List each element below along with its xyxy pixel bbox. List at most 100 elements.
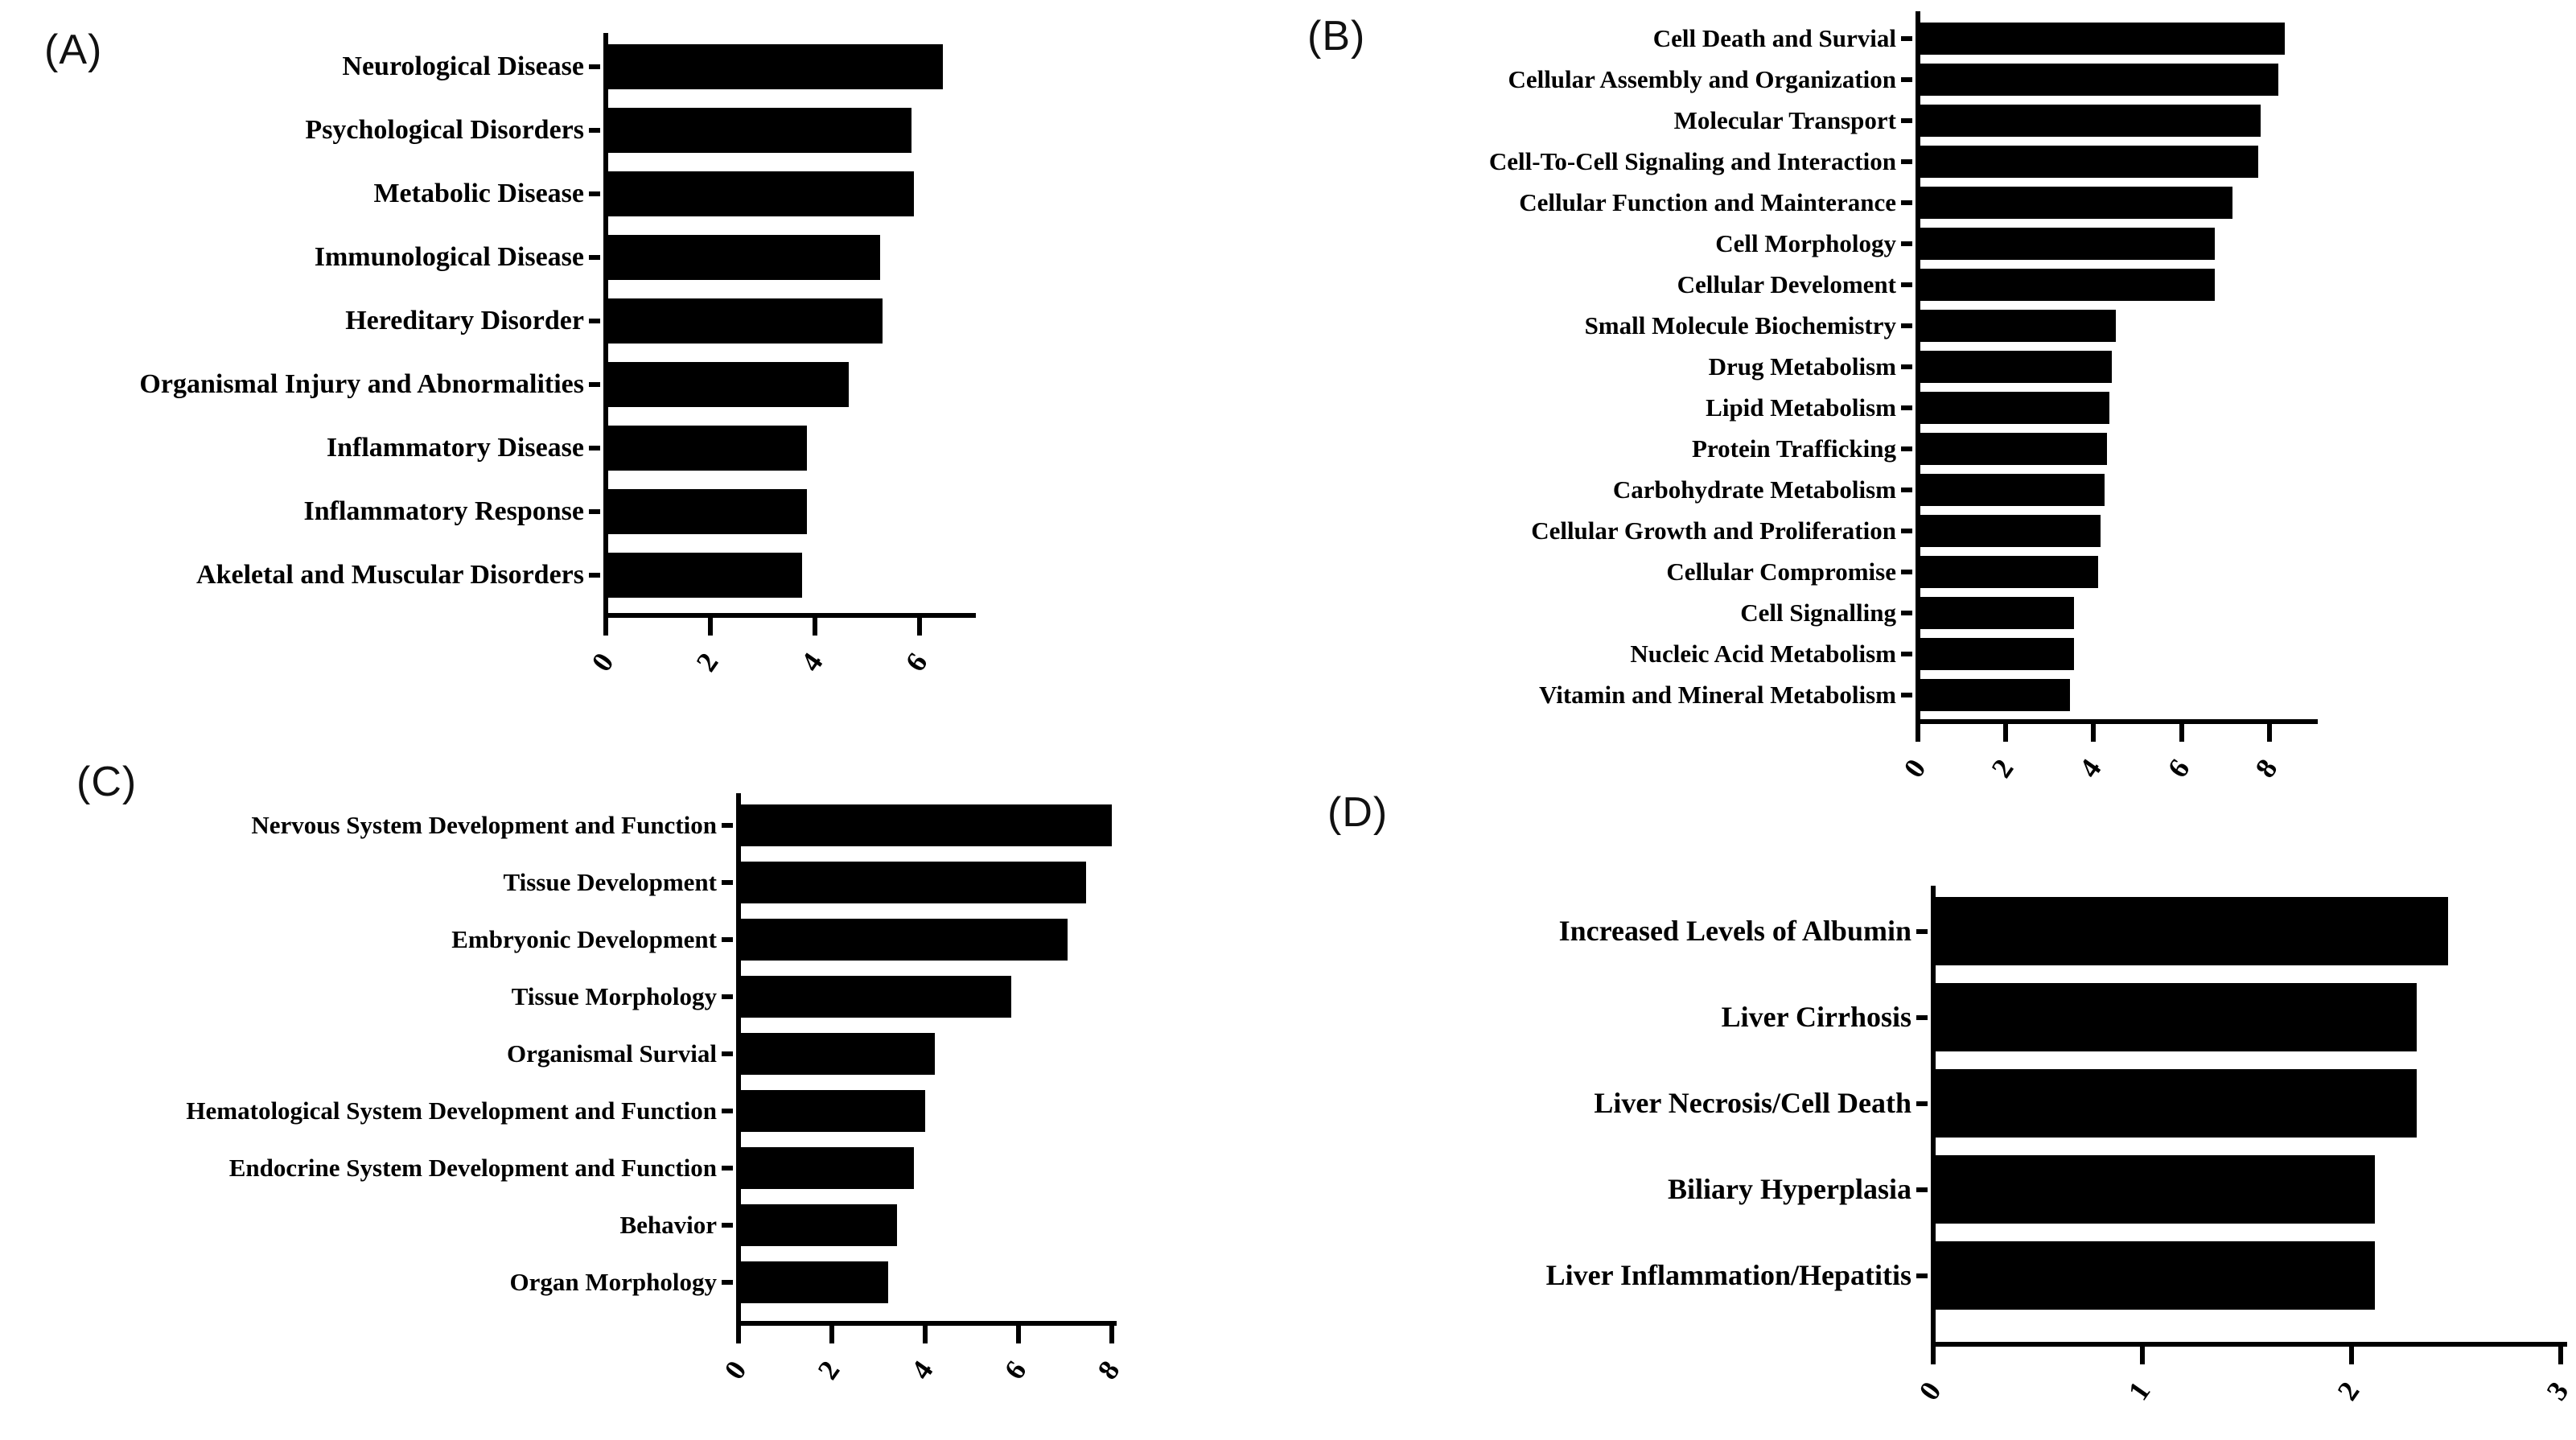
- panel-b: (B) Cell Death and Survial Cellular Assem…: [1287, 8, 2576, 804]
- x-tick: [1916, 724, 1920, 742]
- bar: [741, 1090, 925, 1132]
- category-tick: [589, 128, 600, 133]
- x-axis: [736, 1321, 1117, 1326]
- bar: [608, 171, 914, 216]
- x-tick-label: 6: [899, 647, 934, 677]
- bar: [1936, 897, 2448, 965]
- bar: [608, 108, 911, 153]
- panel-c: (C) Nervous System Development and Funct…: [32, 748, 1175, 1436]
- category-label: Nervous System Development and Function: [251, 811, 717, 840]
- x-tick: [2558, 1347, 2563, 1364]
- bar: [608, 44, 943, 89]
- x-tick-label: 0: [718, 1355, 753, 1385]
- category-tick: [722, 1109, 733, 1113]
- x-tick-label: 0: [585, 647, 620, 677]
- bar: [1920, 146, 2258, 178]
- category-label: Cellular Function and Mainterance: [1519, 188, 1896, 217]
- x-tick-label: 1: [2121, 1376, 2157, 1406]
- category-label: Immunological Disease: [314, 241, 584, 272]
- bar: [1936, 1155, 2375, 1224]
- y-axis: [1931, 886, 1936, 1347]
- category-tick: [1901, 611, 1912, 615]
- category-label: Cell Morphology: [1715, 229, 1896, 258]
- category-label: Tissue Morphology: [511, 982, 717, 1011]
- category-label: Psychological Disorders: [305, 114, 584, 145]
- bar: [1920, 433, 2107, 465]
- bar: [741, 804, 1112, 846]
- x-tick-label: 3: [2540, 1376, 2575, 1406]
- category-tick: [1916, 1187, 1928, 1192]
- x-tick: [2179, 724, 2184, 742]
- category-label: Vitamin and Mineral Metabolism: [1538, 681, 1896, 710]
- category-tick: [1901, 200, 1912, 205]
- bar: [608, 362, 849, 407]
- x-tick: [2267, 724, 2272, 742]
- x-tick: [813, 618, 817, 636]
- category-label: Cellular Assembly and Organization: [1508, 65, 1896, 94]
- bar: [1920, 310, 2116, 342]
- x-tick-label: 2: [689, 647, 725, 677]
- category-label: Cellular Growth and Proliferation: [1531, 516, 1896, 545]
- x-tick: [2003, 724, 2008, 742]
- category-tick: [722, 1280, 733, 1285]
- bar: [1936, 1241, 2375, 1310]
- bar: [1920, 679, 2070, 711]
- x-tick: [1109, 1326, 1114, 1343]
- x-axis: [603, 613, 976, 618]
- category-tick: [722, 880, 733, 885]
- category-label: Cellular Compromise: [1666, 557, 1896, 586]
- x-tick: [603, 618, 608, 636]
- x-tick: [708, 618, 713, 636]
- category-label: Hematological System Development and Fun…: [186, 1096, 717, 1125]
- bar: [608, 298, 883, 344]
- category-label: Inflammatory Response: [303, 496, 584, 526]
- category-label: Organ Morphology: [509, 1268, 717, 1297]
- category-tick: [1916, 928, 1928, 934]
- bar: [1920, 515, 2101, 547]
- category-tick: [1916, 1014, 1928, 1020]
- bar: [741, 976, 1011, 1018]
- x-tick-label: 4: [794, 647, 829, 677]
- category-tick: [722, 1166, 733, 1171]
- category-label: Cell Signalling: [1740, 599, 1896, 627]
- x-axis: [1931, 1342, 2567, 1347]
- category-tick: [1901, 159, 1912, 164]
- category-tick: [589, 382, 600, 387]
- bar: [1920, 105, 2261, 137]
- bar: [1920, 597, 2074, 629]
- bar: [1920, 351, 2112, 383]
- bar: [608, 426, 807, 471]
- category-tick: [1901, 282, 1912, 287]
- bar: [1920, 474, 2105, 506]
- x-tick-label: 6: [998, 1355, 1033, 1385]
- category-label: Organismal Survial: [507, 1039, 717, 1068]
- category-tick: [722, 823, 733, 828]
- bar: [741, 1261, 888, 1303]
- category-tick: [1916, 1101, 1928, 1106]
- y-axis: [1916, 11, 1920, 724]
- bar: [1936, 983, 2417, 1051]
- x-tick: [923, 1326, 928, 1343]
- x-tick: [829, 1326, 834, 1343]
- bar: [1936, 1069, 2417, 1138]
- category-label: Protein Trafficking: [1691, 434, 1896, 463]
- category-tick: [722, 1051, 733, 1056]
- bar: [1920, 269, 2215, 301]
- category-label: Tissue Development: [503, 868, 717, 897]
- category-tick: [589, 509, 600, 514]
- x-tick: [917, 618, 922, 636]
- bar: [741, 919, 1068, 961]
- x-tick: [2091, 724, 2096, 742]
- category-label: Cellular Develoment: [1677, 270, 1896, 299]
- category-tick: [722, 1223, 733, 1228]
- x-axis: [1916, 719, 2318, 724]
- bar: [741, 1033, 935, 1075]
- bar: [1920, 392, 2109, 424]
- x-tick: [2349, 1347, 2354, 1364]
- x-tick-label: 8: [1091, 1355, 1126, 1385]
- category-label: Carbohydrate Metabolism: [1612, 475, 1896, 504]
- category-tick: [1901, 364, 1912, 369]
- category-tick: [589, 573, 600, 578]
- bar: [1920, 23, 2285, 55]
